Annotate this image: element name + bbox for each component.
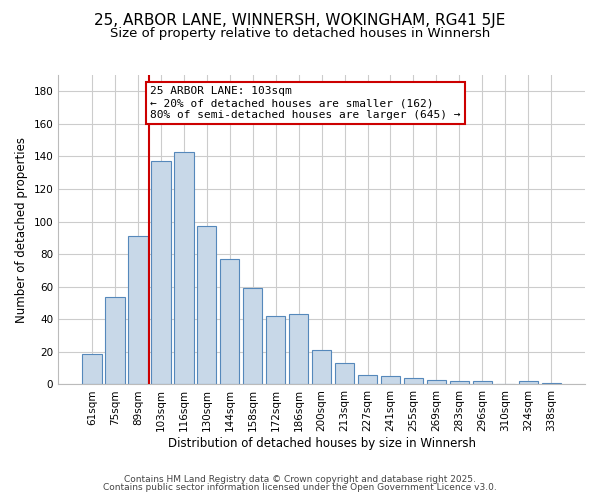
- Bar: [358, 374, 377, 384]
- Bar: [473, 381, 492, 384]
- Bar: [381, 376, 400, 384]
- Bar: [197, 226, 217, 384]
- Bar: [243, 288, 262, 384]
- Bar: [220, 259, 239, 384]
- Bar: [518, 381, 538, 384]
- Bar: [128, 236, 148, 384]
- Bar: [174, 152, 194, 384]
- Bar: [449, 381, 469, 384]
- Y-axis label: Number of detached properties: Number of detached properties: [15, 136, 28, 322]
- Bar: [151, 162, 170, 384]
- Bar: [427, 380, 446, 384]
- Bar: [105, 296, 125, 384]
- Bar: [266, 316, 286, 384]
- Bar: [82, 354, 101, 384]
- Bar: [335, 364, 355, 384]
- Text: Contains HM Land Registry data © Crown copyright and database right 2025.: Contains HM Land Registry data © Crown c…: [124, 475, 476, 484]
- Text: 25 ARBOR LANE: 103sqm
← 20% of detached houses are smaller (162)
80% of semi-det: 25 ARBOR LANE: 103sqm ← 20% of detached …: [151, 86, 461, 120]
- Text: Contains public sector information licensed under the Open Government Licence v3: Contains public sector information licen…: [103, 484, 497, 492]
- Bar: [542, 383, 561, 384]
- Text: 25, ARBOR LANE, WINNERSH, WOKINGHAM, RG41 5JE: 25, ARBOR LANE, WINNERSH, WOKINGHAM, RG4…: [94, 12, 506, 28]
- Bar: [312, 350, 331, 384]
- Bar: [404, 378, 423, 384]
- X-axis label: Distribution of detached houses by size in Winnersh: Distribution of detached houses by size …: [167, 437, 476, 450]
- Bar: [289, 314, 308, 384]
- Text: Size of property relative to detached houses in Winnersh: Size of property relative to detached ho…: [110, 28, 490, 40]
